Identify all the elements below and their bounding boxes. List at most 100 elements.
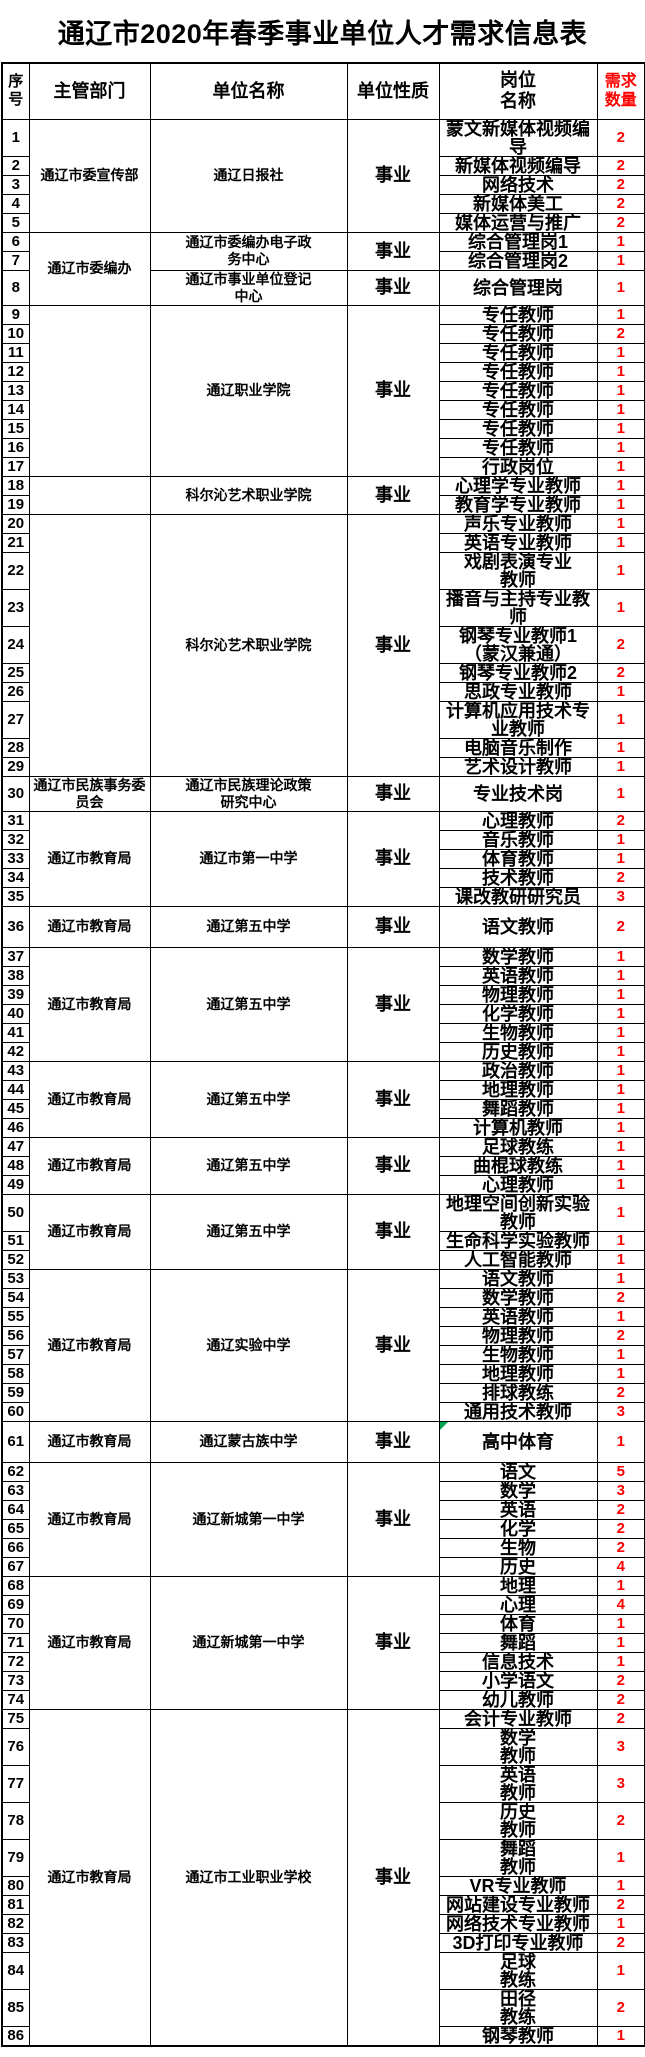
row-number-cell: 57 <box>1 1344 30 1365</box>
table-row: 24 钢琴专业教师1 （蒙汉兼通） 2 <box>1 625 645 664</box>
row-number-cell: 20 <box>1 513 30 534</box>
table-row: 83 3D打印专业教师 2 <box>1 1932 645 1953</box>
row-number-cell: 80 <box>1 1875 30 1896</box>
row-number-cell: 56 <box>1 1325 30 1346</box>
row-number-cell: 54 <box>1 1287 30 1308</box>
demand-count-cell: 1 <box>596 1060 645 1081</box>
demand-count-cell: 1 <box>596 1875 645 1896</box>
demand-count-cell: 5 <box>596 1461 645 1482</box>
row-number-cell: 83 <box>1 1932 30 1953</box>
unit-cell: 通辽第五中学 <box>149 1060 348 1138</box>
demand-count-cell: 2 <box>596 1670 645 1691</box>
demand-count-cell: 1 <box>596 269 645 306</box>
nature-cell: 事业 <box>346 1575 440 1710</box>
unit-cell: 通辽市第一中学 <box>149 810 348 907</box>
row-number-cell: 50 <box>1 1193 30 1232</box>
row-number-cell: 46 <box>1 1117 30 1138</box>
row-number-cell: 40 <box>1 1003 30 1024</box>
post-cell: 声乐专业教师 <box>438 513 598 534</box>
demand-count-cell: 1 <box>596 1155 645 1176</box>
row-number-cell: 44 <box>1 1079 30 1100</box>
demand-count-cell: 2 <box>596 1537 645 1558</box>
table-row: 4 新媒体美工 2 <box>1 193 645 214</box>
post-cell: 网站建设专业教师 <box>438 1894 598 1915</box>
demand-count-cell: 1 <box>596 1174 645 1195</box>
demand-count-cell: 1 <box>596 380 645 401</box>
post-cell: 化学 <box>438 1518 598 1539</box>
demand-count-cell: 2 <box>596 1325 645 1346</box>
table-row: 55 英语教师 1 <box>1 1306 645 1327</box>
nature-cell: 事业 <box>346 1136 440 1195</box>
table-row: 18 科尔沁艺术职业学院 事业 心理学专业教师 1 <box>1 475 645 515</box>
row-number-cell: 74 <box>1 1689 30 1710</box>
post-cell: 数学教师 <box>438 1287 598 1308</box>
post-cell: 历史 教师 <box>438 1801 598 1840</box>
demand-count-cell: 1 <box>596 361 645 382</box>
row-number-cell: 34 <box>1 867 30 888</box>
post-cell: 3D打印专业教师 <box>438 1932 598 1953</box>
demand-count-cell: 1 <box>596 1613 645 1634</box>
table-row: 79 舞蹈 教师 1 <box>1 1838 645 1877</box>
row-number-cell: 32 <box>1 829 30 850</box>
post-cell: 英语专业教师 <box>438 532 598 553</box>
demand-count-cell: 1 <box>596 829 645 850</box>
header-no-cell: 序 号 <box>1 62 30 120</box>
unit-cell: 通辽市民族理论政策 研究中心 <box>149 775 348 812</box>
row-number-cell: 82 <box>1 1913 30 1934</box>
row-number-cell: 65 <box>1 1518 30 1539</box>
row-number-cell: 28 <box>1 737 30 758</box>
row-number-cell: 71 <box>1 1632 30 1653</box>
table-row: 5 媒体运营与推广 2 <box>1 212 645 233</box>
table-row: 10 专任教师 2 <box>1 323 645 344</box>
unit-cell: 通辽市委编办电子政 务中心 <box>149 231 348 271</box>
post-cell: 舞蹈教师 <box>438 1098 598 1119</box>
demand-count-cell: 1 <box>596 1022 645 1043</box>
nature-cell: 事业 <box>346 231 440 271</box>
row-number-cell: 21 <box>1 532 30 553</box>
demand-count-cell: 1 <box>596 1651 645 1672</box>
table-row: 46 计算机教师 1 <box>1 1117 645 1138</box>
row-number-cell: 41 <box>1 1022 30 1043</box>
post-cell: 行政岗位 <box>438 456 598 477</box>
row-number-cell: 27 <box>1 700 30 739</box>
post-cell: 幼儿教师 <box>438 1689 598 1710</box>
header-post-cell: 岗位 名称 <box>438 62 598 120</box>
post-cell: 英语 <box>438 1499 598 1520</box>
demand-count-cell: 1 <box>596 1306 645 1327</box>
post-cell: 体育教师 <box>438 848 598 869</box>
demand-count-cell: 1 <box>596 1838 645 1877</box>
post-cell: 地理教师 <box>438 1079 598 1100</box>
demand-count-cell: 1 <box>596 1363 645 1384</box>
post-cell: 排球教练 <box>438 1382 598 1403</box>
nature-cell: 事业 <box>346 1461 440 1577</box>
post-cell: 舞蹈 <box>438 1632 598 1653</box>
unit-cell: 通辽日报社 <box>149 118 348 233</box>
requirements-table-body: 1 通辽市委宣传部 通辽日报社 事业 蒙文新媒体视频编 导 2 2 新媒体视频编导 2 3 网络技术… <box>1 118 645 2046</box>
unit-cell: 通辽市事业单位登记 中心 <box>149 269 348 306</box>
demand-count-cell: 3 <box>596 1764 645 1803</box>
dept-cell: 通辽市教育局 <box>28 1193 151 1270</box>
demand-count-cell: 1 <box>596 1003 645 1024</box>
header-row: 序 号 主管部门 单位名称 单位性质 岗位 名称 需求 数量 <box>1 62 645 120</box>
demand-count-cell: 2 <box>596 867 645 888</box>
post-cell: 物理教师 <box>438 984 598 1005</box>
table-row: 34 技术教师 2 <box>1 867 645 888</box>
table-row: 81 网站建设专业教师 2 <box>1 1894 645 1915</box>
demand-count-cell: 1 <box>596 342 645 363</box>
demand-count-cell: 1 <box>596 965 645 986</box>
row-number-cell: 9 <box>1 304 30 325</box>
table-row: 57 生物教师 1 <box>1 1344 645 1365</box>
dept-cell <box>28 475 151 515</box>
unit-cell: 通辽职业学院 <box>149 304 348 477</box>
row-number-cell: 6 <box>1 231 30 252</box>
post-cell: 历史教师 <box>438 1041 598 1062</box>
table-row: 35 课改教研研究员 3 <box>1 886 645 907</box>
table-row: 85 田径 教练 2 <box>1 1988 645 2027</box>
demand-count-cell: 2 <box>596 1382 645 1403</box>
demand-count-cell: 1 <box>596 532 645 553</box>
header-nature-cell: 单位性质 <box>346 62 440 120</box>
post-cell: 语文教师 <box>438 1268 598 1289</box>
demand-count-cell: 1 <box>596 1913 645 1934</box>
demand-count-cell: 1 <box>596 756 645 777</box>
row-number-cell: 36 <box>1 905 30 948</box>
